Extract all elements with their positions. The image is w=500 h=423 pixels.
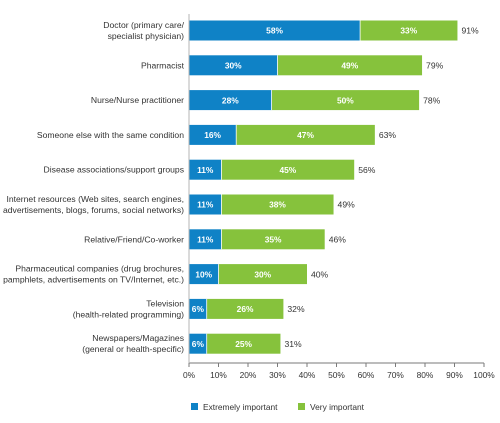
bar-very-important <box>236 124 375 145</box>
total-value-label: 31% <box>284 339 302 349</box>
category-label: Pharmacist <box>141 60 185 70</box>
segment-value-label: 50% <box>337 95 354 105</box>
legend-swatch <box>191 403 198 410</box>
total-value-label: 49% <box>338 200 356 210</box>
category-label-line: Internet resources (Web sites, search en… <box>6 194 184 204</box>
segment-value-label: 11% <box>197 235 214 245</box>
bar-very-important <box>218 264 307 285</box>
x-tick-label: 70% <box>387 370 404 380</box>
category-label: Someone else with the same condition <box>37 130 184 140</box>
category-label-line: Television <box>146 298 184 308</box>
total-value-label: 46% <box>329 235 347 245</box>
segment-value-label: 30% <box>225 61 242 71</box>
category-label-line: (general or health-specific) <box>82 344 184 354</box>
legend: Extremely important Very important <box>191 402 365 412</box>
segment-value-label: 35% <box>265 235 282 245</box>
bar-very-important <box>277 55 423 76</box>
segment-value-label: 58% <box>266 26 283 36</box>
category-label: Doctor (primary care/specialist physicia… <box>103 20 184 41</box>
category-label-line: pamphlets, advertisements on TV/Internet… <box>3 275 184 285</box>
category-label-line: Pharmaceutical companies (drug brochures… <box>15 264 184 274</box>
bar-very-important <box>206 298 284 319</box>
bar-extremely-important <box>189 159 222 180</box>
x-tick-label: 80% <box>417 370 434 380</box>
bar-very-important <box>221 194 334 215</box>
legend-swatch <box>298 403 305 410</box>
segment-value-label: 30% <box>254 269 271 279</box>
segment-value-label: 6% <box>192 339 205 349</box>
segment-value-label: 49% <box>341 61 358 71</box>
x-tick-label: 100% <box>473 370 495 380</box>
segment-value-label: 16% <box>204 130 221 140</box>
segment-value-label: 25% <box>235 339 252 349</box>
category-label-line: advertisements, blogs, forums, social ne… <box>3 205 184 215</box>
bar-very-important <box>206 333 281 354</box>
bar-extremely-important <box>189 20 361 41</box>
x-tick-label: 0% <box>183 370 196 380</box>
bar-very-important <box>221 159 355 180</box>
category-label: Internet resources (Web sites, search en… <box>3 194 184 215</box>
category-label: Newspapers/Magazines (general or health-s… <box>82 333 184 354</box>
category-label: Nurse/Nurse practitioner <box>91 95 184 105</box>
segment-value-label: 11% <box>197 200 214 210</box>
category-label: Pharmaceutical companies (drug brochures… <box>3 264 184 285</box>
segment-value-label: 33% <box>400 26 417 36</box>
x-tick-label: 20% <box>240 370 257 380</box>
x-tick-label: 30% <box>269 370 286 380</box>
bar-extremely-important <box>189 333 207 354</box>
bar-extremely-important <box>189 90 272 111</box>
bar-very-important <box>360 20 458 41</box>
bar-extremely-important <box>189 55 278 76</box>
x-tick-label: 60% <box>358 370 375 380</box>
bar-very-important <box>271 90 420 111</box>
total-value-label: 56% <box>358 165 376 175</box>
total-value-label: 78% <box>423 95 441 105</box>
segment-value-label: 47% <box>297 130 314 140</box>
category-label: Disease associations/support groups <box>44 165 184 175</box>
x-tick-label: 40% <box>299 370 316 380</box>
segment-value-label: 45% <box>279 165 296 175</box>
legend-label: Very important <box>310 402 365 412</box>
category-label-line: specialist physician) <box>108 31 185 41</box>
x-tick-label: 90% <box>446 370 463 380</box>
segment-value-label: 26% <box>237 304 254 314</box>
x-axis: 0% 10% 20% 30% 40% 50% 60% 70% 80% 90% 100% <box>183 14 495 380</box>
category-label-line: Pharmacist <box>141 60 185 70</box>
bar-extremely-important <box>189 229 222 250</box>
segment-value-label: 28% <box>222 95 239 105</box>
bars: 58% 33% 91% 30% 49% 79% 28% 50% 78% 16% 47% 63% 11% 4… <box>189 20 479 354</box>
segment-value-label: 11% <box>197 165 214 175</box>
category-label-line: Doctor (primary care/ <box>103 20 184 30</box>
category-label-line: Nurse/Nurse practitioner <box>91 95 184 105</box>
category-label-line: Newspapers/Magazines <box>92 333 184 343</box>
total-value-label: 32% <box>287 304 305 314</box>
x-tick-label: 10% <box>210 370 227 380</box>
segment-value-label: 10% <box>195 269 212 279</box>
total-value-label: 40% <box>311 269 329 279</box>
category-label-line: Someone else with the same condition <box>37 130 184 140</box>
category-labels: Doctor (primary care/specialist physicia… <box>3 20 185 354</box>
category-label: Television (health-related programming) <box>73 298 185 319</box>
x-tick-label: 50% <box>328 370 345 380</box>
bar-extremely-important <box>189 298 207 319</box>
bar-extremely-important <box>189 124 237 145</box>
bar-very-important <box>221 229 325 250</box>
total-value-label: 91% <box>461 26 479 36</box>
legend-label: Extremely important <box>203 402 278 412</box>
segment-value-label: 6% <box>192 304 205 314</box>
bar-extremely-important <box>189 264 219 285</box>
category-label-line: Relative/Friend/Co-worker <box>84 234 184 244</box>
category-label-line: (health-related programming) <box>73 309 184 319</box>
total-value-label: 79% <box>426 61 444 71</box>
bar-extremely-important <box>189 194 222 215</box>
category-label: Relative/Friend/Co-worker <box>84 234 184 244</box>
total-value-label: 63% <box>379 130 397 140</box>
category-label-line: Disease associations/support groups <box>44 165 184 175</box>
segment-value-label: 38% <box>269 200 286 210</box>
